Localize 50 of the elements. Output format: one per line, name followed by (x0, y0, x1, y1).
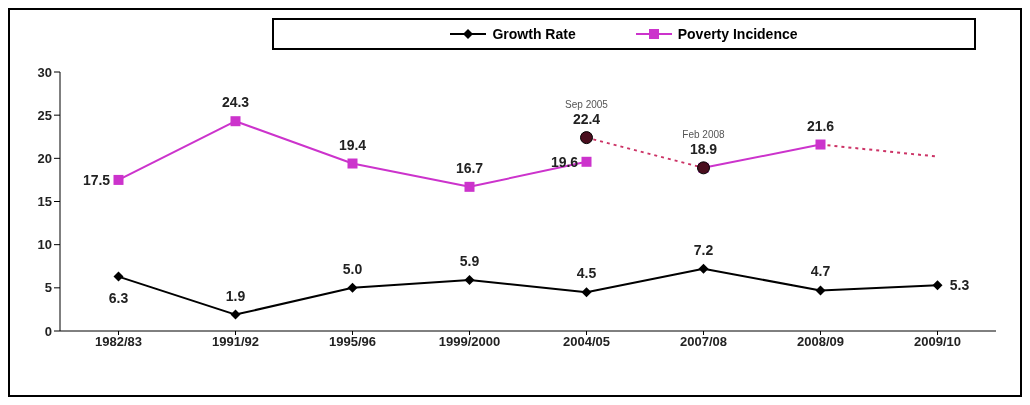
data-label: 16.7 (455, 159, 484, 176)
y-tick-label: 5 (44, 280, 52, 296)
data-label: 19.4 (338, 136, 367, 153)
x-tick-label: 1991/92 (212, 334, 259, 350)
point (347, 282, 358, 293)
data-label: 5.3 (949, 277, 970, 294)
data-label: 7.2 (693, 241, 714, 258)
annotation: Sep 2005 (565, 98, 609, 110)
data-label: 5.9 (459, 253, 480, 270)
x-tick-label: 2004/05 (563, 334, 610, 350)
y-tick-label: 20 (37, 150, 52, 166)
data-label: 22.4 (572, 110, 601, 127)
data-label: 21.6 (806, 117, 835, 134)
point (113, 174, 124, 185)
data-label: 1.9 (225, 287, 246, 304)
y-tick-label: 0 (44, 323, 52, 339)
point (113, 271, 124, 282)
legend-label: Growth Rate (491, 26, 576, 42)
point (932, 280, 943, 291)
y-tick-label: 10 (37, 237, 52, 253)
data-label: 19.6 (550, 153, 579, 170)
data-label: 6.3 (108, 289, 129, 306)
x-tick-label: 2007/08 (680, 334, 727, 350)
x-tick-label: 1995/96 (329, 334, 376, 350)
point (347, 158, 358, 169)
x-tick-label: 2008/09 (797, 334, 844, 350)
point (815, 139, 826, 150)
point (580, 131, 593, 145)
data-label: 4.7 (810, 263, 831, 280)
y-tick-label: 15 (37, 194, 52, 210)
point (698, 263, 709, 274)
data-label: 4.5 (576, 265, 597, 282)
y-tick-label: 30 (37, 64, 52, 80)
legend-label: Poverty Incidence (676, 26, 798, 42)
data-label: 17.5 (82, 171, 111, 188)
data-label: 5.0 (342, 260, 363, 277)
annotation: Feb 2008 (682, 128, 726, 140)
x-tick-label: 1999/2000 (438, 334, 501, 350)
y-tick-label: 25 (37, 107, 52, 123)
point (230, 116, 241, 127)
x-tick-label: 2009/10 (914, 334, 961, 350)
x-tick-label: 1982/83 (95, 334, 142, 350)
point (581, 287, 592, 298)
point (581, 156, 592, 167)
point (230, 309, 241, 320)
data-label: 18.9 (689, 140, 718, 157)
point (815, 285, 826, 296)
point (464, 181, 475, 192)
point (464, 275, 475, 286)
data-label: 24.3 (221, 94, 250, 111)
